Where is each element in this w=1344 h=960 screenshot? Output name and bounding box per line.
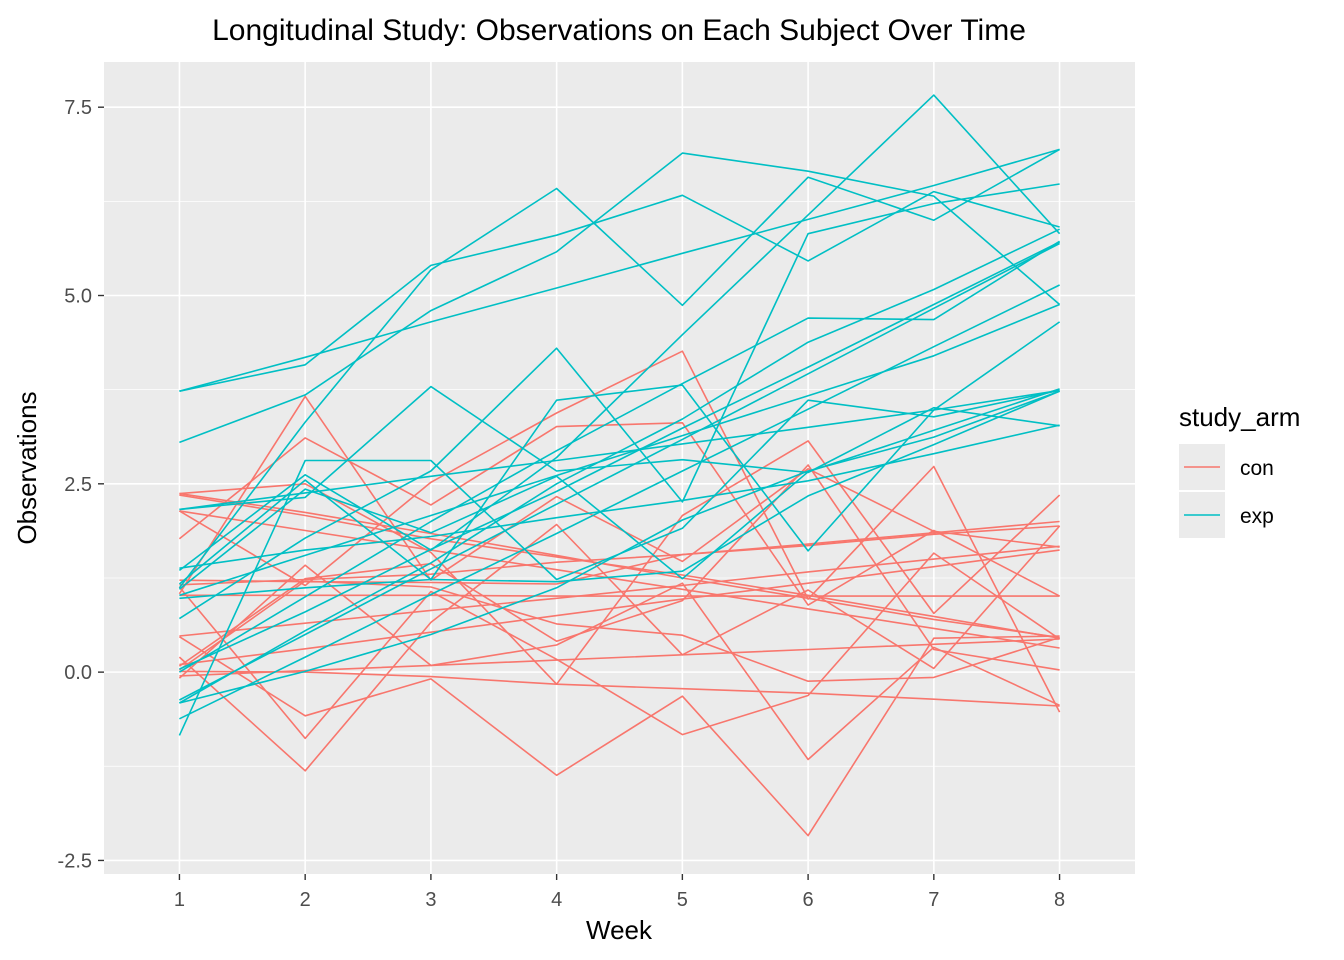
series-line-exp-33 — [179, 284, 1060, 720]
x-axis-title: Week — [586, 915, 653, 945]
series-line-con-11 — [179, 670, 1060, 707]
series-line-exp-38 — [179, 390, 1060, 704]
x-tick-label: 5 — [677, 889, 688, 911]
series-line-con-14 — [179, 594, 1060, 597]
legend-label-con: con — [1240, 457, 1274, 480]
legend: study_arm con exp — [1179, 402, 1300, 538]
series-line-con-10 — [178, 350, 1061, 713]
y-tick-label: -2.5 — [58, 850, 92, 872]
series-line-exp-25 — [178, 183, 1060, 620]
chart-title: Longitudinal Study: Observations on Each… — [212, 14, 1026, 47]
series-line-exp-26 — [178, 94, 1061, 572]
series-line-con-1 — [178, 523, 1061, 772]
legend-title: study_arm — [1179, 402, 1300, 432]
series-line-exp-23 — [178, 148, 1060, 589]
series-line-exp-21 — [179, 190, 1060, 392]
series-line-con-19 — [179, 638, 1060, 677]
series-line-exp-24 — [179, 385, 1060, 511]
legend-label-exp: exp — [1240, 505, 1274, 528]
series-line-con-18 — [179, 492, 1060, 639]
series-line-con-6 — [179, 440, 1061, 686]
series-line-con-5 — [178, 635, 1060, 837]
plot-panel — [104, 62, 1135, 874]
x-tick-label: 6 — [803, 889, 814, 911]
x-tick-label: 8 — [1054, 889, 1065, 911]
x-tick-label: 3 — [425, 889, 436, 911]
series-line-exp-35 — [179, 228, 1060, 704]
series-line-exp-34 — [179, 303, 1060, 597]
series-line-exp-36 — [178, 240, 1061, 673]
x-tick-label: 7 — [928, 889, 939, 911]
y-tick-label: 5.0 — [64, 286, 92, 308]
y-axis-title: Observations — [12, 391, 42, 544]
series-line-con-4 — [178, 395, 1060, 595]
x-tick-label: 1 — [174, 889, 185, 911]
y-tick-label: 0.0 — [64, 662, 92, 684]
series-line-con-15 — [179, 510, 1060, 649]
series-line-exp-30 — [179, 148, 1060, 392]
series-line-con-17 — [179, 525, 1060, 586]
x-tick-label: 4 — [551, 889, 562, 911]
series-lines — [178, 94, 1061, 837]
x-tick-label: 2 — [300, 889, 311, 911]
series-line-con-9 — [178, 464, 1060, 671]
series-line-exp-40 — [179, 390, 1060, 600]
series-line-con-13 — [179, 545, 1060, 637]
legend-item-exp: exp — [1179, 492, 1274, 538]
series-line-con-20 — [179, 520, 1060, 585]
series-line-exp-37 — [179, 424, 1060, 569]
y-axis-ticks: -2.5 0.0 2.5 5.0 7.5 — [58, 97, 104, 872]
series-line-con-2 — [178, 552, 1061, 740]
x-axis-ticks: 1 2 3 4 5 6 7 8 — [174, 874, 1065, 911]
series-line-exp-29 — [178, 388, 1060, 590]
series-line-exp-39 — [179, 241, 1060, 670]
y-tick-label: 2.5 — [64, 474, 92, 496]
y-tick-label: 7.5 — [64, 97, 92, 119]
legend-item-con: con — [1179, 444, 1274, 490]
